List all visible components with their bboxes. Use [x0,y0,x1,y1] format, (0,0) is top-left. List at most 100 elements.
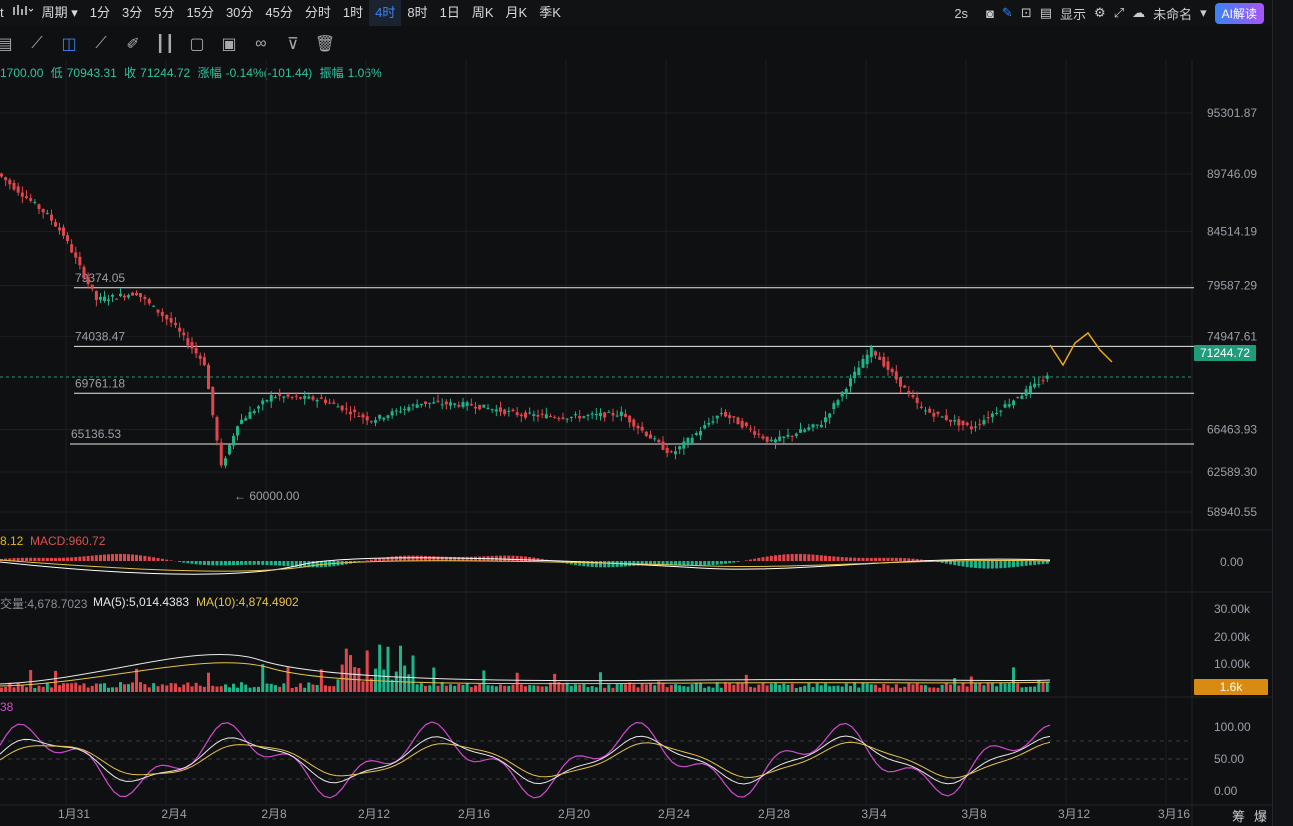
macd-bar [957,561,961,566]
lock-icon[interactable]: ▢ [189,36,205,53]
interval-4[interactable]: 30分 [225,5,254,20]
interval-9[interactable]: 8时 [407,5,428,20]
macd-bar [886,557,890,561]
right-side-strip [1272,0,1293,826]
chip-button[interactable]: 筹 [1232,809,1246,824]
ruler-icon[interactable]: ⟋ [95,35,107,52]
candle-body [903,385,907,388]
candle-body [778,436,782,441]
candle-body [236,426,239,436]
volume-bar [174,683,177,692]
candle-body [749,428,752,430]
volume-bar [219,686,223,692]
fullscreen-icon[interactable]: ⤢ [1113,5,1125,20]
interval-7[interactable]: 1时 [342,5,364,20]
settings-icon[interactable]: ⚙ [1094,5,1106,20]
macd-bar [853,557,857,561]
volume-bar [786,684,790,692]
interval-10[interactable]: 1日 [439,5,460,20]
candle-body [544,414,548,419]
volume-bar [211,685,215,692]
interval-6[interactable]: 分时 [304,5,331,20]
candle-body [965,422,969,426]
candle-body [836,400,840,406]
interval-1[interactable]: 3分 [122,5,143,20]
display-button[interactable]: 显示 [1060,6,1087,22]
candle-body [328,402,332,404]
period-dropdown[interactable]: 周期 ▾ [41,5,78,20]
kdj-tick-label: 100.00 [1214,720,1251,734]
candle-body [707,422,711,425]
link-icon[interactable]: ∞ [255,35,267,52]
cloud-icon[interactable]: ☁ [1132,5,1146,20]
candle-body [319,397,323,399]
brush-icon[interactable]: ✐ [126,36,140,53]
volume-bar [131,682,134,692]
panel-icon[interactable]: ▤ [1039,5,1053,20]
volume-bar [156,686,160,692]
interval-list: 1分 3分 5分 15分 30分 45分 分时 1时 4时 8时 1日 周K 月K 季K [84,0,567,26]
volume-bar [407,674,411,692]
magnet-icon[interactable]: ◫ [61,36,77,53]
volume-bar [99,683,102,692]
macd-bar [143,555,147,561]
macd-bar [519,556,523,561]
symbol-cut[interactable]: t [0,5,4,20]
candle-body [669,451,673,453]
candle-body [461,401,465,408]
macd-bar [899,557,902,561]
kdj-j-line [0,721,1051,799]
candle-body [528,412,532,414]
trash-icon[interactable]: 🗑 [314,36,336,53]
candle-body [353,409,357,412]
interval-3[interactable]: 15分 [186,5,214,20]
macd-bar [532,557,536,561]
line-tool-icon[interactable]: ⟋ [31,35,43,52]
candle-body [156,309,160,313]
level-label: 65136.53 [71,427,121,441]
candles-icon[interactable]: ┃┃ [155,36,175,53]
interval-5[interactable]: 45分 [265,5,293,20]
candle-body [665,447,669,454]
macd-bar [499,555,502,561]
layout-name[interactable]: 未命名 [1153,6,1193,22]
volume-bar [924,685,927,692]
volume-bar [790,683,794,692]
macd-bar [590,561,594,567]
candle-body [744,422,748,426]
interval-12[interactable]: 月K [505,5,528,20]
camera-icon[interactable]: ◙ [986,5,994,21]
burst-button[interactable]: 爆 [1254,809,1268,824]
crop-icon[interactable]: ⊡ [1020,5,1032,20]
edit-icon[interactable]: ▣ [221,36,237,53]
interval-13[interactable]: 季K [539,5,561,20]
volume-bar [853,682,857,692]
volume-bar [1016,683,1020,692]
pen-icon[interactable]: ✎ [1001,5,1013,20]
macd-bar [58,557,61,561]
interval-8[interactable]: 4时 [369,0,402,26]
volume-bar [644,684,648,692]
interval-2[interactable]: 5分 [154,5,175,20]
candle-body [499,407,502,412]
macd-bar [878,557,882,561]
volume-bar [20,685,24,692]
filter-icon[interactable]: ⊽ [287,36,299,53]
macd-bar [811,554,815,561]
chevron-down-icon[interactable]: ▾ [1200,5,1207,20]
ai-button[interactable]: AI解读 [1214,2,1264,24]
refresh-rate[interactable]: 2s [954,5,969,21]
volume-bar [139,682,142,692]
macd-bar [403,555,407,561]
candle-body [1016,397,1020,399]
macd-bar [1012,561,1015,568]
interval-0[interactable]: 1分 [89,5,111,20]
volume-bar [299,683,302,692]
macd-bar [54,557,57,561]
volume-bar [478,683,482,692]
macd-bar [594,561,598,568]
chart-type-icon[interactable] [10,0,36,26]
interval-11[interactable]: 周K [471,5,494,20]
text-note-icon[interactable]: ▤ [0,36,13,53]
